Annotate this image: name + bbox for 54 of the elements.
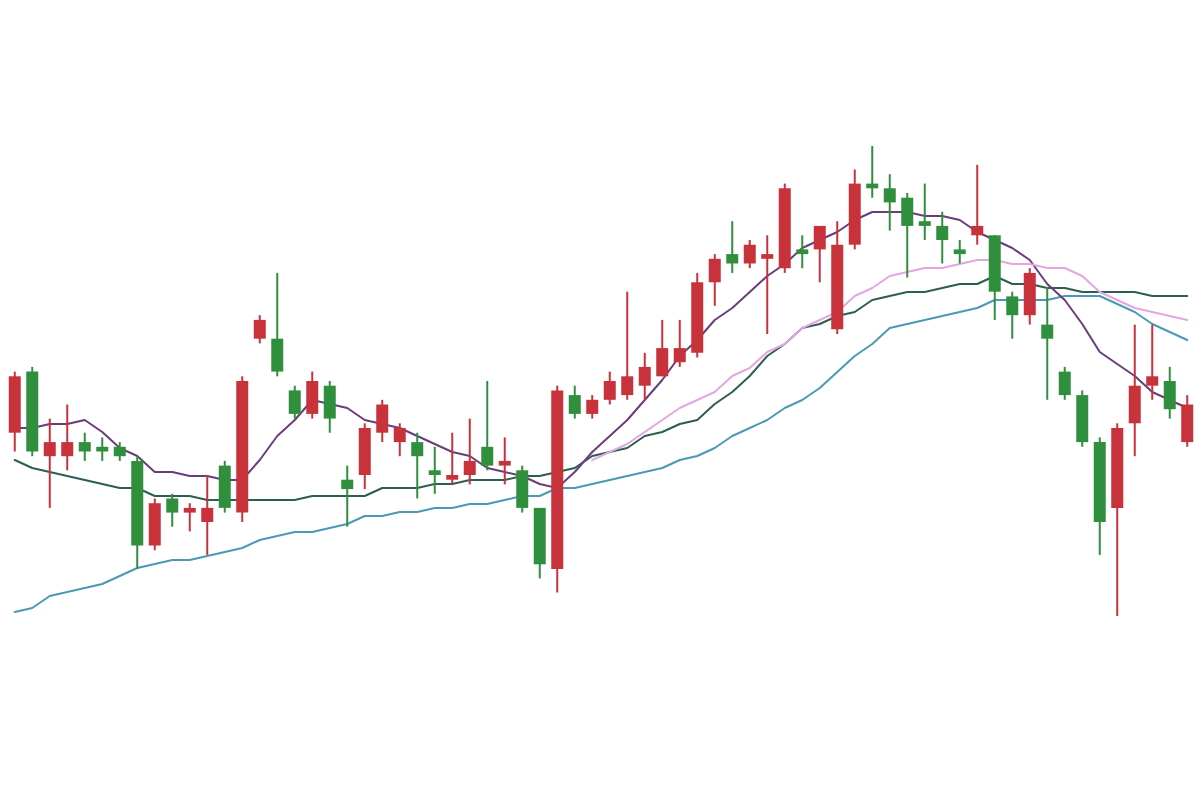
candlestick xyxy=(96,436,109,462)
candlestick xyxy=(1128,323,1141,458)
candlestick xyxy=(253,314,266,345)
candlestick xyxy=(43,417,56,509)
candlestick xyxy=(901,192,914,279)
candlestick xyxy=(621,290,634,401)
candlestick xyxy=(428,445,441,495)
candlestick xyxy=(568,384,581,420)
candlestick xyxy=(288,384,301,420)
candlestick xyxy=(586,394,599,420)
candlestick xyxy=(936,210,949,265)
candlestick xyxy=(673,318,686,368)
candlestick xyxy=(656,318,669,378)
candlestick xyxy=(796,234,809,270)
candlestick xyxy=(708,253,721,307)
candlestick xyxy=(218,459,231,514)
candlestick xyxy=(516,464,529,514)
candlestick xyxy=(306,370,319,420)
candlestick xyxy=(201,474,214,556)
candlestick xyxy=(953,239,966,265)
candlestick xyxy=(78,431,91,462)
candlestick xyxy=(113,441,126,462)
candlestick xyxy=(341,464,354,528)
candlestick xyxy=(1181,394,1194,448)
candlestick xyxy=(166,492,179,528)
candlestick xyxy=(358,422,371,491)
candlestick xyxy=(1041,286,1054,401)
candlestick xyxy=(1058,365,1071,401)
candlestick xyxy=(918,182,931,241)
candlestick xyxy=(183,502,196,533)
candlestick xyxy=(638,351,651,401)
candlestick xyxy=(1006,290,1019,340)
candlestick xyxy=(971,163,984,246)
candlestick xyxy=(411,431,424,500)
candlestick xyxy=(726,220,739,274)
candlestick xyxy=(148,497,161,552)
candlestick xyxy=(498,436,511,486)
candlestick xyxy=(761,234,774,335)
candlestick xyxy=(813,224,826,284)
candlestick xyxy=(1076,389,1089,448)
candlestick xyxy=(61,403,74,472)
candlestick xyxy=(603,370,616,406)
candlestick xyxy=(1023,267,1036,326)
candlestick xyxy=(463,417,476,486)
candlestick xyxy=(376,398,389,444)
candlestick xyxy=(743,239,756,270)
candlestick xyxy=(393,422,406,458)
candlestick xyxy=(323,380,336,434)
candlestick xyxy=(883,173,896,232)
candlestick xyxy=(1146,323,1159,401)
candlestick xyxy=(1163,365,1176,420)
candlestick xyxy=(446,431,459,486)
candlestick xyxy=(481,380,494,472)
candlestick xyxy=(271,271,284,378)
